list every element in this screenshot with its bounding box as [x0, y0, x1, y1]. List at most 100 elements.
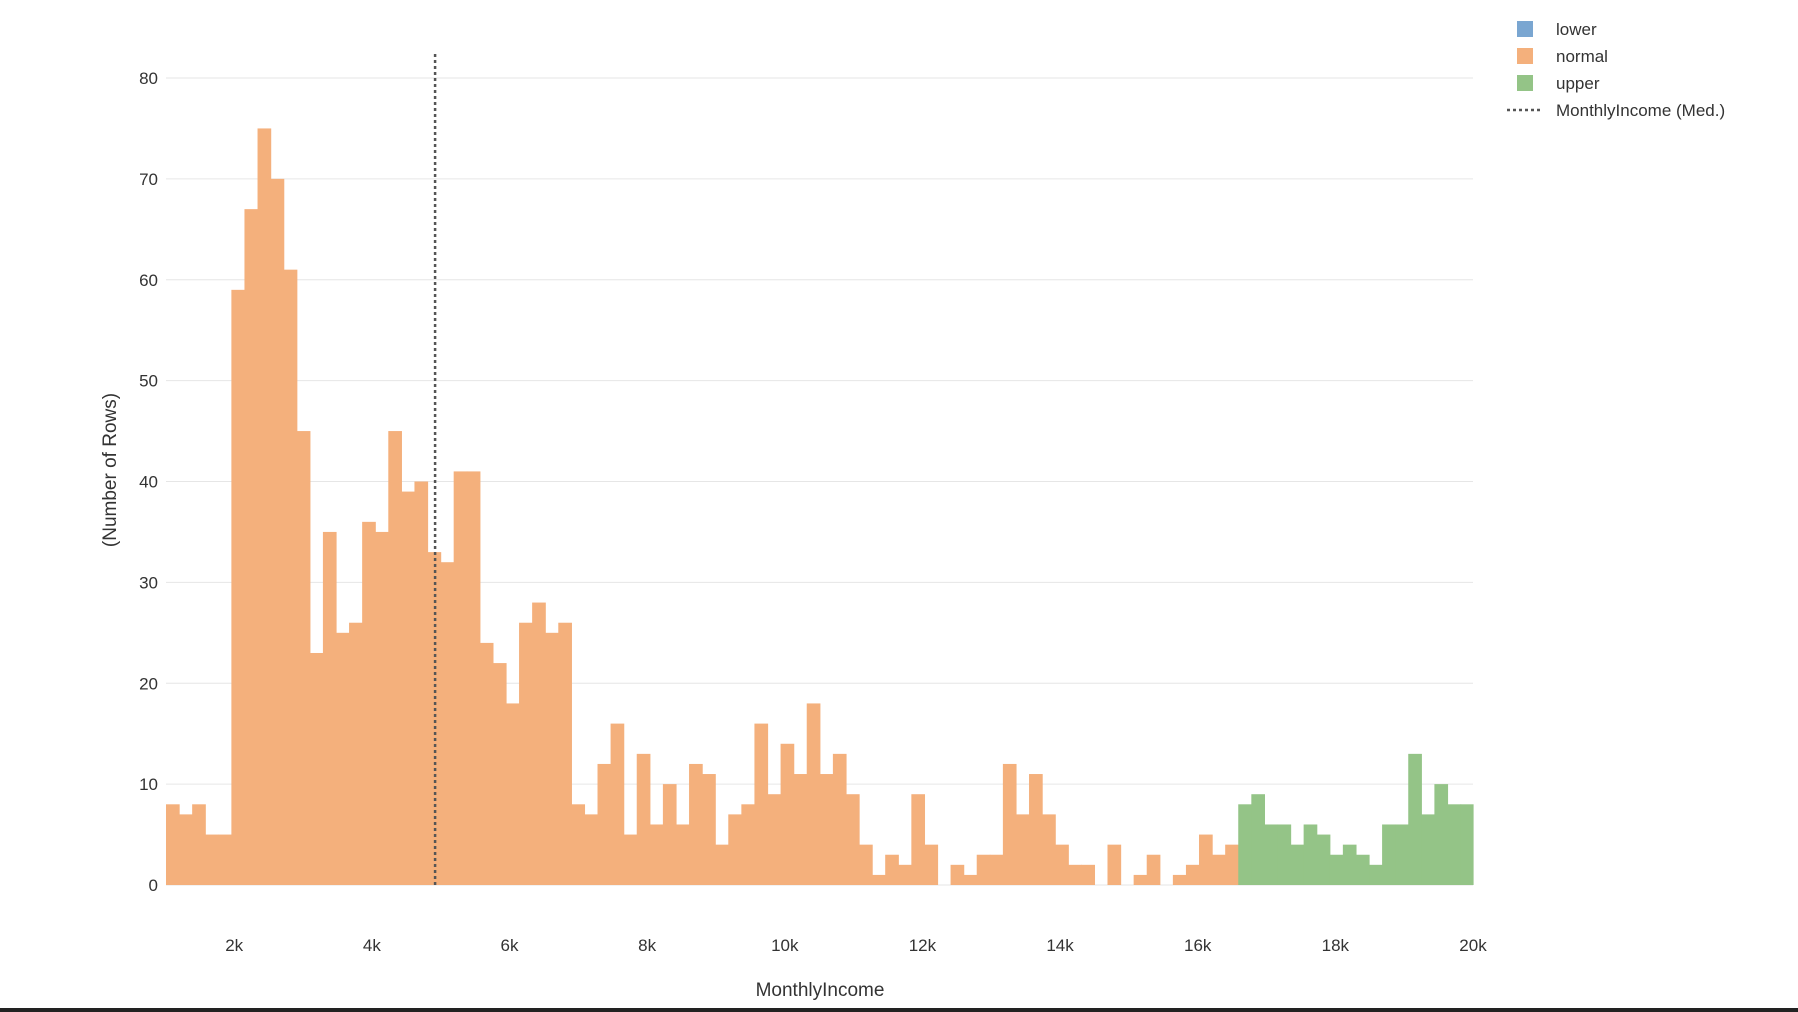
y-tick-label: 20: [139, 674, 158, 693]
histogram-bar-normal: [309, 652, 324, 885]
histogram-bar-normal: [270, 178, 285, 885]
histogram-bar-normal: [244, 209, 259, 885]
y-tick-label: 40: [139, 473, 158, 492]
histogram-bar-normal: [1055, 844, 1069, 885]
histogram-bar-normal: [466, 471, 481, 885]
histogram-bar-normal: [662, 784, 677, 885]
histogram-bar-normal: [859, 844, 873, 885]
histogram-bar-normal: [375, 531, 389, 885]
histogram-bar-normal: [558, 622, 572, 885]
histogram-bar-normal: [1133, 874, 1148, 885]
x-tick-label: 8k: [638, 936, 656, 955]
histogram-bar-normal: [872, 874, 886, 885]
y-tick-label: 60: [139, 271, 158, 290]
y-tick-label: 50: [139, 372, 158, 391]
y-tick-label: 10: [139, 775, 158, 794]
histogram-bar-normal: [532, 602, 546, 885]
histogram-bar-normal: [192, 804, 206, 885]
histogram-bar-upper: [1329, 854, 1344, 885]
histogram-bar-normal: [492, 663, 507, 885]
histogram-bar-normal: [414, 481, 429, 885]
histogram-bar-normal: [401, 491, 416, 885]
histogram-bar-normal: [767, 794, 782, 885]
histogram-bar-normal: [479, 642, 494, 885]
histogram-bar-normal: [898, 864, 912, 885]
histogram-bar-normal: [728, 814, 742, 885]
histogram-bar-normal: [1068, 864, 1082, 885]
x-tick-label: 12k: [909, 936, 937, 955]
histogram-bar-normal: [675, 824, 690, 885]
histogram-bar-upper: [1316, 834, 1331, 885]
x-tick-label: 2k: [225, 936, 243, 955]
histogram-bar-upper: [1290, 844, 1305, 885]
histogram-bar-normal: [1002, 763, 1017, 885]
histogram-bar-normal: [322, 531, 337, 885]
histogram-bar-normal: [1199, 834, 1213, 885]
x-tick-label: 16k: [1184, 936, 1212, 955]
histogram-bar-normal: [597, 763, 612, 885]
x-axis-title: MonthlyIncome: [756, 980, 885, 1001]
histogram-bar-normal: [1015, 814, 1030, 885]
histogram-bar-normal: [205, 834, 219, 885]
y-axis-ticks: 0 10 20 30 40 50 60 70 80: [139, 69, 158, 895]
histogram-bar-upper: [1434, 784, 1449, 885]
histogram-bar-upper: [1395, 824, 1409, 885]
histogram-bar-normal: [166, 804, 180, 885]
y-tick-label: 30: [139, 573, 158, 592]
histogram-bar-upper: [1421, 814, 1435, 885]
legend-swatch-normal: [1517, 48, 1533, 64]
histogram-bar-upper: [1447, 804, 1462, 885]
x-tick-label: 6k: [501, 936, 519, 955]
histogram-bar-normal: [819, 774, 834, 885]
y-tick-label: 80: [139, 69, 158, 88]
histogram-bar-normal: [623, 834, 638, 885]
legend-label: upper: [1556, 74, 1600, 93]
histogram-bar-normal: [963, 874, 978, 885]
histogram-bar-normal: [1081, 864, 1096, 885]
legend-label: MonthlyIncome (Med.): [1556, 101, 1725, 120]
histogram-bar-normal: [1172, 874, 1187, 885]
histogram-bar-normal: [1185, 864, 1200, 885]
histogram-bar-normal: [780, 743, 795, 885]
histogram-bar-upper: [1408, 753, 1422, 885]
histogram-bar-normal: [1107, 844, 1122, 885]
histogram-bar-normal: [610, 723, 625, 885]
histogram-bar-upper: [1238, 804, 1252, 885]
histogram-bar-normal: [689, 763, 703, 885]
histogram-bar-normal: [702, 774, 716, 885]
histogram-bar-upper: [1342, 844, 1357, 885]
histogram-bar-normal: [179, 814, 193, 885]
histogram-bar-normal: [806, 703, 821, 885]
histogram-bar-normal: [950, 864, 965, 885]
histogram-bar-upper: [1369, 864, 1383, 885]
histogram-bar-normal: [427, 552, 442, 885]
histogram-bar-normal: [296, 431, 311, 885]
histogram-bar-normal: [231, 289, 246, 885]
legend-label: normal: [1556, 47, 1608, 66]
bottom-border: [0, 1008, 1798, 1012]
histogram-bar-upper: [1355, 854, 1370, 885]
histogram-bar-normal: [793, 774, 808, 885]
histogram-bar-normal: [1225, 844, 1239, 885]
histogram-bar-normal: [519, 622, 533, 885]
histogram-bar-upper: [1303, 824, 1318, 885]
histogram-bar-normal: [218, 834, 232, 885]
histogram-bar-normal: [584, 814, 599, 885]
histogram-bar-normal: [335, 632, 350, 885]
y-tick-label: 70: [139, 170, 158, 189]
histogram-bar-upper: [1264, 824, 1279, 885]
histogram-bar-upper: [1251, 794, 1266, 885]
legend-swatch-upper: [1517, 75, 1533, 91]
histogram-bar-normal: [1029, 774, 1043, 885]
histogram-bar-normal: [349, 622, 363, 885]
x-tick-label: 20k: [1459, 936, 1487, 955]
histogram-bar-normal: [1042, 814, 1056, 885]
histogram-bar-normal: [571, 804, 586, 885]
legend-swatch-lower: [1517, 21, 1533, 37]
histogram-bar-normal: [989, 854, 1004, 885]
histogram-bar-upper: [1382, 824, 1396, 885]
histogram-bar-normal: [754, 723, 769, 885]
histogram-bar-upper: [1460, 804, 1474, 885]
x-tick-label: 10k: [771, 936, 799, 955]
histogram-bar-normal: [636, 753, 651, 885]
